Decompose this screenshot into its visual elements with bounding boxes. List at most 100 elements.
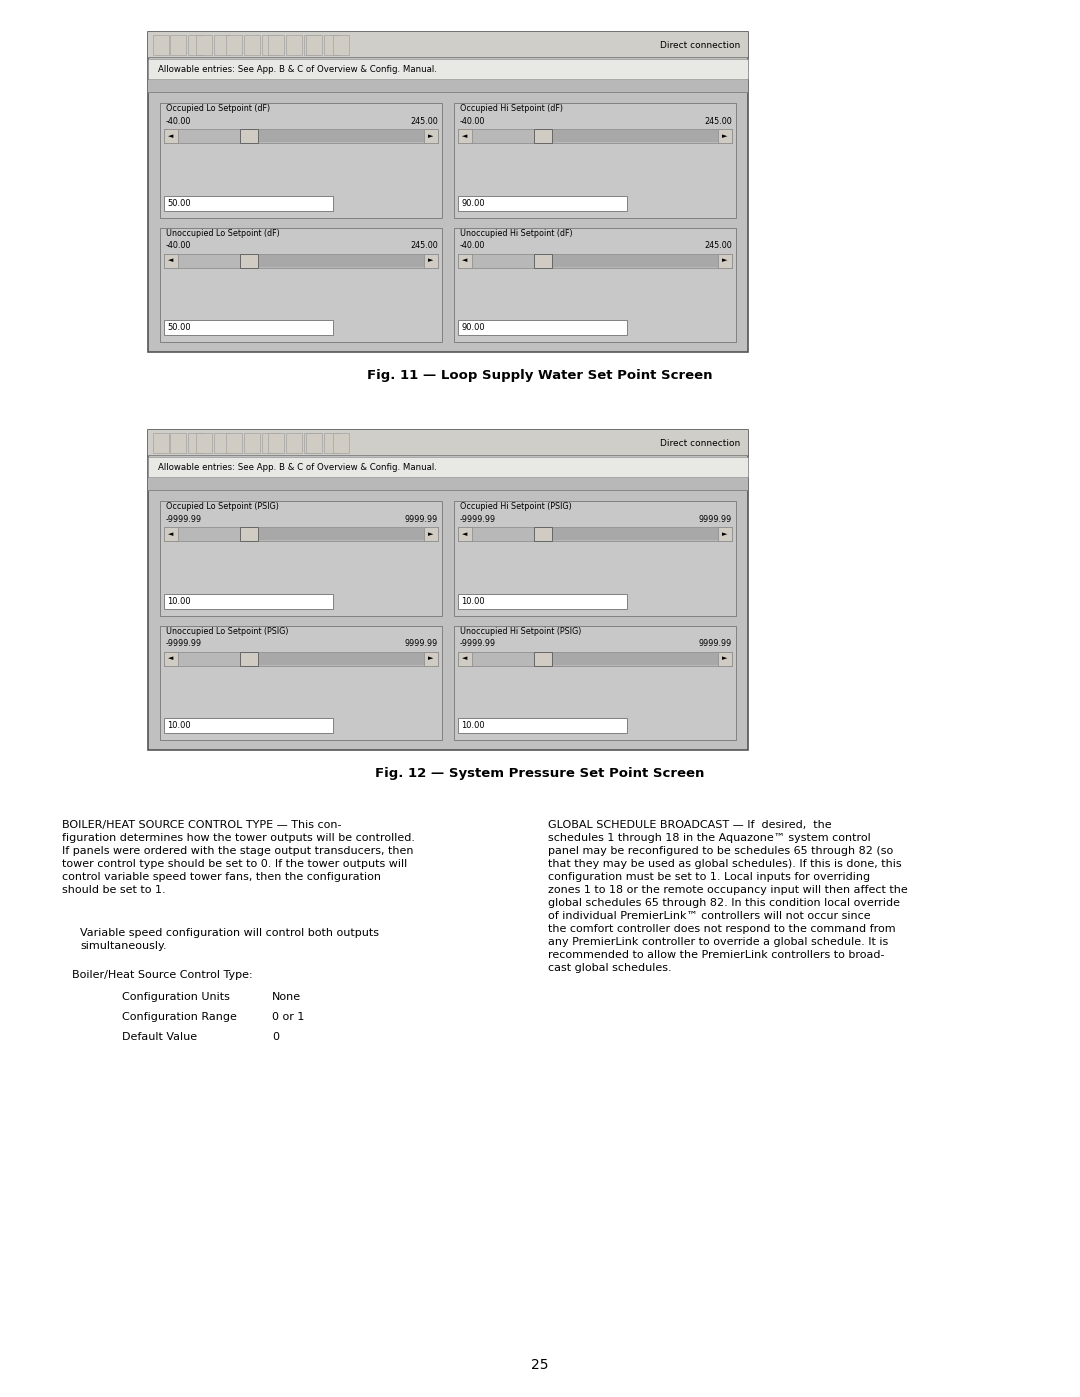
Bar [240,253,257,267]
Bar [148,478,748,490]
Bar [718,527,732,541]
Bar [454,502,735,616]
Text: Default Value: Default Value [122,1032,198,1042]
Bar [424,129,438,142]
Bar [286,433,302,453]
Bar [148,430,748,750]
Text: ►: ► [723,531,728,536]
Text: 50.00: 50.00 [167,198,191,208]
Bar [306,35,322,54]
Bar [324,433,340,453]
Text: Configuration Units: Configuration Units [122,992,230,1002]
Text: 90.00: 90.00 [461,198,485,208]
Text: Unoccupied Lo Setpoint (PSIG): Unoccupied Lo Setpoint (PSIG) [166,626,288,636]
Bar [148,430,748,455]
Bar [454,228,735,342]
Bar [164,196,334,211]
Text: Occupied Lo Setpoint (dF): Occupied Lo Setpoint (dF) [166,103,270,113]
Bar [534,527,552,541]
Text: 9999.99: 9999.99 [699,640,732,648]
Text: -40.00: -40.00 [166,117,191,126]
Bar [306,433,322,453]
Bar [160,228,442,342]
Text: Direct connection: Direct connection [660,41,740,49]
Bar [458,594,627,609]
Bar [454,626,735,740]
Text: -9999.99: -9999.99 [166,640,202,648]
Bar [148,32,748,59]
Text: Configuration Range: Configuration Range [122,1011,237,1023]
Bar [244,35,260,54]
Bar [286,35,302,54]
Text: ◄: ◄ [462,257,468,264]
Text: Occupied Lo Setpoint (PSIG): Occupied Lo Setpoint (PSIG) [166,502,279,511]
Text: Unoccupied Lo Setpoint (dF): Unoccupied Lo Setpoint (dF) [166,229,280,237]
Bar [458,651,472,665]
Bar [240,527,257,541]
Text: Occupied Hi Setpoint (dF): Occupied Hi Setpoint (dF) [460,103,563,113]
Text: None: None [272,992,301,1002]
Bar [188,433,204,453]
Bar [195,433,212,453]
Text: -40.00: -40.00 [460,242,485,250]
Text: ◄: ◄ [168,257,174,264]
Bar [458,651,732,665]
Bar [458,320,627,335]
Text: 9999.99: 9999.99 [405,640,438,648]
Bar [160,502,442,616]
Bar [164,594,334,609]
Text: ◄: ◄ [168,655,174,662]
Bar [153,35,168,54]
Text: ►: ► [723,257,728,264]
Text: 10.00: 10.00 [167,721,191,731]
Bar [324,35,340,54]
Text: 25: 25 [531,1358,549,1372]
Bar [148,59,748,80]
Bar [148,80,748,92]
Bar [226,35,242,54]
Bar [214,35,230,54]
Bar [454,103,735,218]
Bar [424,651,438,665]
Bar [262,433,278,453]
Bar [164,253,178,267]
Bar [303,35,320,54]
Bar [170,433,186,453]
Bar [458,527,472,541]
Bar [458,253,472,267]
Text: -40.00: -40.00 [166,242,191,250]
Bar [164,129,438,142]
Bar [718,651,732,665]
Text: 90.00: 90.00 [461,323,485,332]
Bar [148,457,748,476]
Bar [257,130,424,142]
Text: 245.00: 245.00 [704,117,732,126]
Bar [534,651,552,665]
Bar [195,35,212,54]
Text: 50.00: 50.00 [167,323,191,332]
Bar [164,651,438,665]
Text: 9999.99: 9999.99 [699,515,732,524]
Text: -9999.99: -9999.99 [166,515,202,524]
Bar [552,528,718,541]
Text: 0: 0 [272,1032,279,1042]
Bar [164,651,178,665]
Bar [257,254,424,267]
Bar [424,253,438,267]
Bar [552,130,718,142]
Text: Allowable entries: See App. B & C of Overview & Config. Manual.: Allowable entries: See App. B & C of Ove… [158,64,437,74]
Text: Boiler/Heat Source Control Type:: Boiler/Heat Source Control Type: [72,970,253,981]
Text: 245.00: 245.00 [410,117,438,126]
Bar [718,129,732,142]
Bar [268,35,284,54]
Bar [160,103,442,218]
Bar [458,718,627,733]
Text: ►: ► [723,655,728,662]
Text: ◄: ◄ [168,531,174,536]
Bar [240,129,257,142]
Bar [148,32,748,352]
Bar [164,718,334,733]
Bar [424,527,438,541]
Bar [164,527,178,541]
Text: BOILER/HEAT SOURCE CONTROL TYPE — This con-
figuration determines how the tower : BOILER/HEAT SOURCE CONTROL TYPE — This c… [62,820,415,895]
